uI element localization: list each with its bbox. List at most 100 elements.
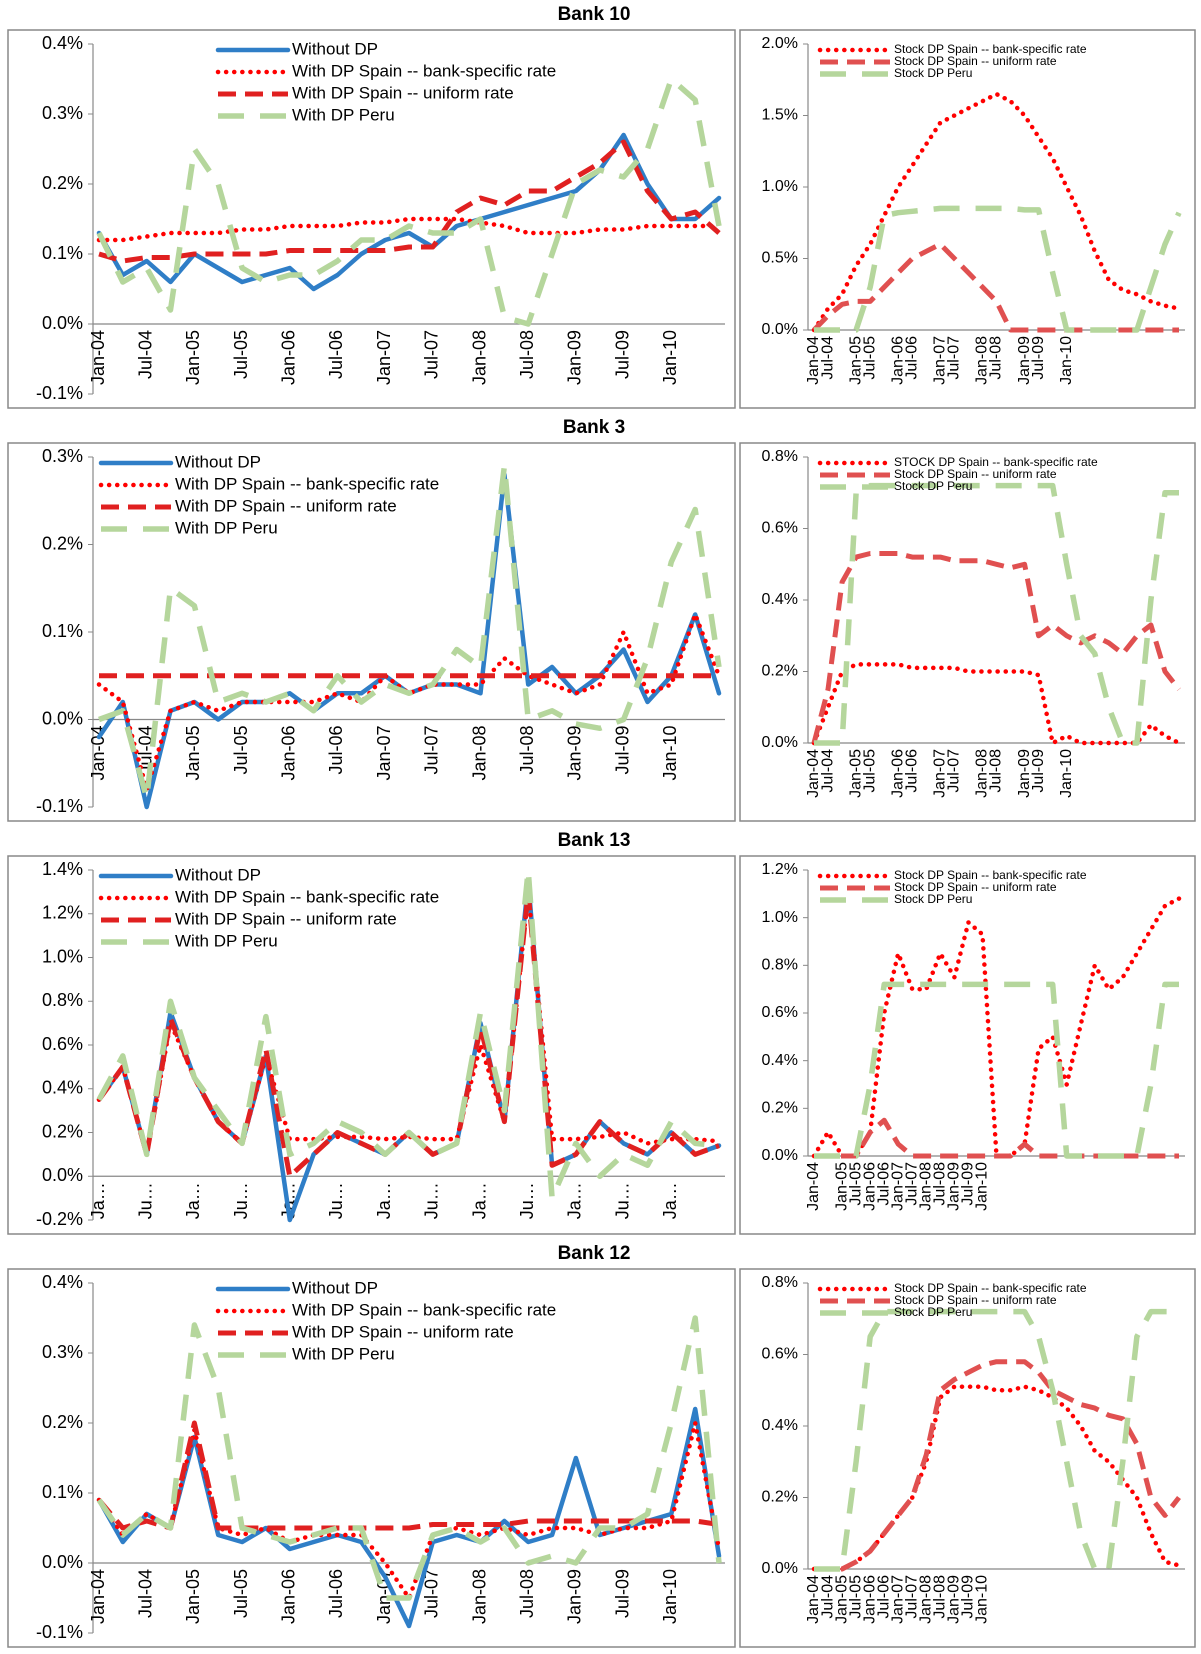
y-tick-label: 0.4% xyxy=(762,1417,798,1434)
legend-label: With DP Spain -- bank-specific rate xyxy=(175,887,439,906)
x-tick-label: Jul-09 xyxy=(612,330,632,379)
x-tick-label: Jul-04 xyxy=(819,336,836,380)
x-tick-label: Jan-04 xyxy=(805,336,822,385)
x-tick-label: Jan-10 xyxy=(660,330,680,385)
x-tick-label: Jan-09 xyxy=(1016,749,1033,798)
x-tick-label: Jan-10 xyxy=(660,726,680,781)
x-tick-label: Jan-10 xyxy=(974,1162,991,1211)
x-tick-label: Jan-09 xyxy=(565,726,585,781)
x-tick-label: Ja… xyxy=(183,1182,203,1219)
x-tick-label: Jan-05 xyxy=(847,749,864,798)
series-line xyxy=(98,463,722,802)
legend-label: Without DP xyxy=(175,865,261,884)
x-tick-label: Jan-07 xyxy=(374,330,394,385)
legend-label: With DP Spain -- uniform rate xyxy=(292,83,514,102)
y-tick-label: 1.4% xyxy=(42,859,83,879)
y-tick-label: 0.2% xyxy=(42,1412,83,1432)
y-tick-label: 0.8% xyxy=(762,957,798,974)
chart-title: Bank 12 xyxy=(558,1243,631,1264)
x-tick-label: Jan-06 xyxy=(861,1162,878,1211)
x-tick-label: Jul-04 xyxy=(135,330,155,379)
y-tick-label: -0.2% xyxy=(36,1209,83,1229)
legend-label: With DP Spain -- uniform rate xyxy=(175,496,397,515)
y-tick-label: 0.0% xyxy=(42,1552,83,1572)
series-line xyxy=(811,896,1182,1159)
x-tick-label: Jul-08 xyxy=(988,749,1005,793)
x-tick-label: Jan-05 xyxy=(833,1575,850,1624)
x-tick-label: Jan-06 xyxy=(861,1575,878,1624)
y-tick-label: 0.2% xyxy=(42,533,83,553)
y-tick-label: 0.3% xyxy=(42,103,83,123)
y-tick-label: 0.3% xyxy=(42,446,83,466)
x-tick-label: Jul-06 xyxy=(875,1162,892,1206)
y-tick-label: 0.8% xyxy=(42,990,83,1010)
y-tick-label: 0.1% xyxy=(42,1482,83,1502)
legend-label: Stock DP Spain -- uniform rate xyxy=(894,54,1057,68)
chart-title: Bank 10 xyxy=(558,4,631,25)
x-tick-label: Jul-05 xyxy=(847,1162,864,1206)
x-tick-label: Jul-06 xyxy=(875,1575,892,1619)
y-tick-label: 1.2% xyxy=(42,903,83,923)
x-tick-label: Jan-04 xyxy=(88,1569,108,1624)
series-line xyxy=(814,1359,1181,1572)
y-tick-label: 0.6% xyxy=(762,1004,798,1021)
x-tick-label: Jan-10 xyxy=(974,1575,991,1624)
x-tick-label: Jan-08 xyxy=(974,336,991,385)
legend-label: Stock DP Peru xyxy=(894,1305,972,1319)
x-tick-label: Jul-09 xyxy=(1030,336,1047,380)
panel-border xyxy=(7,1268,736,1648)
x-tick-label: Jul-07 xyxy=(946,749,963,793)
legend-label: Stock DP Spain -- bank-specific rate xyxy=(894,42,1087,56)
x-tick-label: Jul-04 xyxy=(819,1575,836,1619)
y-tick-label: 0.0% xyxy=(762,1147,798,1164)
y-tick-label: 0.4% xyxy=(42,33,83,53)
x-tick-label: Jan-04 xyxy=(805,1575,822,1624)
legend-label: Stock DP Spain -- uniform rate xyxy=(894,880,1057,894)
legend-label: With DP Spain -- uniform rate xyxy=(292,1322,514,1341)
x-tick-label: Jan-08 xyxy=(469,330,489,385)
x-tick-label: Jul-08 xyxy=(517,1569,537,1618)
series-line xyxy=(814,1308,1179,1572)
x-tick-label: Jul-06 xyxy=(326,330,346,379)
y-tick-label: 0.1% xyxy=(42,621,83,641)
x-tick-label: Jul-08 xyxy=(932,1162,949,1206)
legend-label: Stock DP Spain -- uniform rate xyxy=(894,467,1057,481)
y-tick-label: 1.0% xyxy=(762,909,798,926)
legend-label: With DP Spain -- bank-specific rate xyxy=(292,1300,556,1319)
y-tick-label: 0.2% xyxy=(42,173,83,193)
x-tick-label: Jul-07 xyxy=(422,726,442,775)
x-tick-label: Jan-05 xyxy=(183,726,203,781)
y-tick-label: 0.0% xyxy=(762,321,798,338)
x-tick-label: Jul-07 xyxy=(903,1575,920,1619)
y-tick-label: 0.6% xyxy=(762,520,798,537)
y-tick-label: 0.8% xyxy=(762,1274,798,1291)
x-tick-label: Ja… xyxy=(469,1182,489,1219)
x-tick-label: Jan-06 xyxy=(279,330,299,385)
x-tick-label: Jul-09 xyxy=(1030,749,1047,793)
y-tick-label: 0.4% xyxy=(762,1052,798,1069)
x-tick-label: Jan-08 xyxy=(918,1575,935,1624)
chart-title: Bank 13 xyxy=(558,830,631,851)
y-tick-label: 0.3% xyxy=(42,1342,83,1362)
y-tick-label: 0.0% xyxy=(42,313,83,333)
x-tick-label: Jan-07 xyxy=(889,1162,906,1211)
y-tick-label: 0.2% xyxy=(42,1121,83,1141)
x-tick-label: Jan-07 xyxy=(374,726,394,781)
x-tick-label: Jan-10 xyxy=(660,1569,680,1624)
legend-label: Stock DP Peru xyxy=(894,479,972,493)
x-tick-label: Jan-05 xyxy=(183,1569,203,1624)
legend-label: Stock DP Peru xyxy=(894,66,972,80)
legend-label: Without DP xyxy=(175,452,261,471)
legend-label: With DP Peru xyxy=(292,1344,395,1363)
legend-label: Stock DP Spain -- bank-specific rate xyxy=(894,868,1087,882)
series-line xyxy=(96,867,720,1201)
x-tick-label: Jan-09 xyxy=(565,1569,585,1624)
x-tick-label: Ju… xyxy=(135,1182,155,1219)
y-tick-label: 0.8% xyxy=(762,448,798,465)
x-tick-label: Jul-07 xyxy=(903,1162,920,1206)
y-tick-label: 0.2% xyxy=(762,1489,798,1506)
y-tick-label: 0.4% xyxy=(42,1078,83,1098)
y-tick-label: 0.4% xyxy=(762,591,798,608)
y-tick-label: -0.1% xyxy=(36,383,83,403)
